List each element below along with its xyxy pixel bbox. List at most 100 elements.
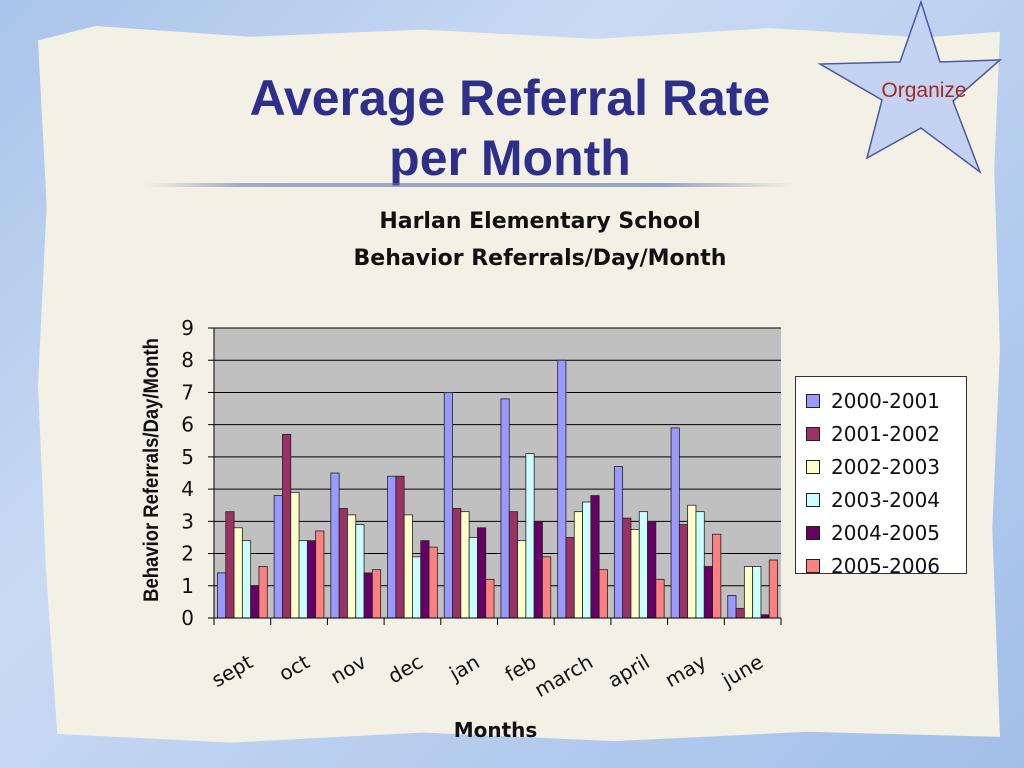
bar: [282, 433, 292, 619]
bar: [573, 511, 583, 619]
bar: [638, 511, 648, 619]
y-tick-label: 2: [181, 542, 194, 566]
x-tick-label: sept: [207, 649, 257, 691]
bar: [217, 572, 227, 619]
legend-item: 2003-2004: [806, 483, 966, 516]
bar: [727, 595, 737, 619]
bar: [743, 566, 754, 619]
bar: [460, 511, 470, 619]
chart-title-line-2: Behavior Referrals/Day/Month: [353, 246, 727, 271]
x-tick-label: nov: [326, 649, 370, 688]
star-icon: [817, 0, 1002, 175]
bar: [533, 520, 543, 619]
legend-label: 2003-2004: [831, 487, 941, 512]
y-tick-label: 4: [181, 477, 194, 501]
legend-item: 2004-2005: [806, 516, 966, 549]
y-tick-label: 5: [181, 445, 194, 469]
y-axis-label: Behavior Referrals/Day/Month: [140, 338, 163, 602]
bar: [712, 533, 722, 619]
bar: [241, 540, 252, 619]
legend-swatch: [806, 558, 820, 573]
x-tick-label: jan: [444, 650, 483, 687]
bar: [420, 540, 430, 619]
bar: [500, 398, 510, 619]
bar: [485, 578, 495, 619]
legend-item: 2001-2002: [806, 417, 966, 450]
bar: [613, 466, 624, 619]
y-tick-label: 0: [181, 606, 194, 630]
bar: [508, 511, 518, 619]
bar: [630, 528, 640, 619]
bar: [428, 546, 438, 619]
bar: [468, 537, 478, 619]
bar: [735, 607, 745, 619]
legend-item: 2005-2006: [806, 549, 966, 582]
bar: [557, 359, 567, 619]
y-tick-label: 6: [181, 413, 194, 437]
title-underline: [145, 183, 795, 187]
y-tick-label: 1: [181, 574, 194, 598]
bar: [542, 556, 552, 619]
bar: [452, 508, 462, 619]
bar: [338, 508, 348, 619]
legend-swatch: [806, 459, 820, 474]
legend-swatch: [806, 492, 820, 507]
bar: [695, 511, 705, 619]
x-axis-label: Months: [454, 718, 538, 742]
bar: [306, 540, 317, 619]
legend-label: 2001-2002: [831, 421, 941, 446]
legend-swatch: [806, 426, 820, 441]
bar: [250, 585, 260, 619]
slide-title-line-1: Average Referral Rate: [249, 70, 771, 126]
bar: [298, 540, 308, 619]
y-tick-label: 8: [181, 348, 194, 372]
bar: [517, 540, 527, 619]
x-tick-label: june: [717, 650, 767, 693]
bar: [525, 453, 535, 619]
chart-title: Harlan Elementary School Behavior Referr…: [240, 203, 840, 277]
bar: [590, 495, 600, 619]
legend-item: 2002-2003: [806, 450, 966, 483]
bar: [315, 530, 325, 619]
x-tick-label: april: [603, 650, 653, 693]
bar: [752, 566, 762, 619]
bar: [412, 556, 422, 619]
x-tick-label: dec: [384, 650, 427, 689]
bar: [363, 572, 373, 619]
legend-label: 2002-2003: [831, 454, 941, 479]
legend-label: 2000-2001: [831, 388, 941, 413]
bar: [687, 504, 697, 619]
star-label: Organize: [881, 79, 966, 102]
y-tick-label: 3: [181, 509, 194, 533]
bar: [647, 520, 657, 619]
y-tick-label: 9: [181, 316, 194, 340]
y-tick-label: 7: [181, 380, 194, 404]
chart-title-line-1: Harlan Elementary School: [379, 209, 701, 234]
legend-swatch: [806, 525, 820, 540]
legend-item: 2000-2001: [806, 384, 966, 417]
bar: [233, 527, 243, 619]
bar: [655, 578, 665, 619]
organize-star[interactable]: Organize: [816, 0, 1002, 178]
x-tick-label: may: [661, 649, 711, 692]
bar: [703, 566, 713, 619]
bar: [768, 559, 778, 619]
bar: [371, 569, 382, 619]
bar: [273, 495, 283, 619]
bar: [290, 491, 300, 619]
bar: [443, 392, 453, 619]
bar: [622, 517, 632, 619]
bar: [582, 501, 592, 619]
chart-legend: 2000-2001 2001-2002 2002-2003 2003-2004 2004…: [795, 376, 967, 578]
bar: [355, 524, 365, 619]
bar: [565, 537, 575, 619]
x-tick-label: oct: [275, 649, 314, 685]
bar: [395, 475, 405, 619]
bar: [477, 527, 487, 619]
bar: [670, 427, 680, 619]
bar: [258, 566, 268, 619]
x-tick-label: march: [530, 650, 597, 702]
bar: [403, 514, 413, 619]
bar: [598, 569, 608, 619]
